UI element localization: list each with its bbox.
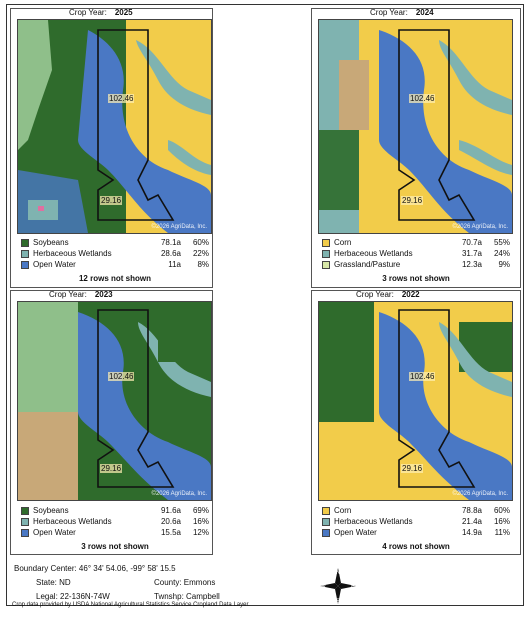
rows-not-shown: 3 rows not shown bbox=[81, 542, 149, 551]
legend-swatch bbox=[322, 260, 330, 269]
compass-icon: N S W E bbox=[320, 568, 356, 605]
state: State: ND bbox=[36, 578, 71, 587]
legend-row: Open Water 14.9a 11% bbox=[322, 527, 510, 538]
legend-row: Corn 70.7a 55% bbox=[322, 237, 510, 248]
legend-swatch bbox=[322, 249, 330, 258]
data-source: Crop data provided by USDA National Agri… bbox=[12, 602, 250, 608]
legend-swatch bbox=[322, 238, 330, 247]
map-credit: ©2026 AgriData, Inc. bbox=[452, 491, 508, 497]
legend-row: Herbaceous Wetlands 28.6a 22% bbox=[21, 248, 209, 259]
crop-panel-2025: Crop Year: 2025 102.46 29.16 ©2026 AgriDa… bbox=[10, 8, 213, 288]
compass-west-label: W bbox=[320, 584, 326, 590]
legend-row: Herbaceous Wetlands 21.4a 16% bbox=[322, 516, 510, 527]
legend-swatch bbox=[21, 528, 29, 537]
field-acres-top: 102.46 bbox=[409, 94, 436, 103]
crop-year-heading: Crop Year: 2022 bbox=[356, 290, 420, 299]
field-acres-top: 102.46 bbox=[409, 372, 436, 381]
legend-swatch bbox=[322, 506, 330, 515]
legend-swatch bbox=[322, 517, 330, 526]
map-credit: ©2026 AgriData, Inc. bbox=[151, 491, 207, 497]
legend-swatch bbox=[21, 238, 29, 247]
field-acres-bottom: 29.16 bbox=[100, 464, 123, 473]
crop-panel-2023: Crop Year: 2023 102.46 29.16 ©2026 AgriDa… bbox=[10, 290, 213, 555]
county: County: Emmons bbox=[154, 578, 216, 587]
crop-year-heading: Crop Year: 2023 bbox=[49, 290, 113, 299]
field-acres-bottom: 29.16 bbox=[401, 196, 424, 205]
crop-legend: Corn 78.8a 60% Herbaceous Wetlands 21.4a 16%… bbox=[322, 505, 510, 551]
crop-panel-2024: Crop Year: 2024 102.46 29.16 ©2026 AgriDa… bbox=[311, 8, 521, 288]
legend-row: Open Water 11a 8% bbox=[21, 259, 209, 270]
compass-north-label: N bbox=[336, 570, 340, 576]
crop-legend: Corn 70.7a 55% Herbaceous Wetlands 31.7a 24%… bbox=[322, 237, 510, 283]
crop-year-heading: Crop Year: 2025 bbox=[69, 8, 133, 17]
crop-map: 102.46 29.16 ©2026 AgriData, Inc. bbox=[318, 19, 513, 234]
report-footer: Boundary Center: 46° 34' 54.06, -99° 58'… bbox=[8, 558, 518, 608]
legend-swatch bbox=[21, 260, 29, 269]
field-acres-top: 102.46 bbox=[108, 372, 135, 381]
crop-legend: Soybeans 91.6a 69% Herbaceous Wetlands 20.6… bbox=[21, 505, 209, 551]
crop-map-image bbox=[319, 20, 512, 233]
crop-map: 102.46 29.16 ©2026 AgriData, Inc. bbox=[318, 301, 513, 501]
legend-row: Soybeans 78.1a 60% bbox=[21, 237, 209, 248]
legend-row: Soybeans 91.6a 69% bbox=[21, 505, 209, 516]
rows-not-shown: 4 rows not shown bbox=[382, 542, 450, 551]
boundary-center: Boundary Center: 46° 34' 54.06, -99° 58'… bbox=[14, 564, 176, 573]
crop-map: 102.46 29.16 ©2026 AgriData, Inc. bbox=[17, 301, 212, 501]
report-frame bbox=[6, 4, 524, 606]
crop-panel-2022: Crop Year: 2022 102.46 29.16 ©2026 AgriDa… bbox=[311, 290, 521, 555]
rows-not-shown: 12 rows not shown bbox=[78, 274, 151, 283]
legend-swatch bbox=[21, 506, 29, 515]
map-credit: ©2026 AgriData, Inc. bbox=[452, 224, 508, 230]
compass-east-label: E bbox=[351, 584, 355, 590]
legend-row: Herbaceous Wetlands 31.7a 24% bbox=[322, 248, 510, 259]
crop-legend: Soybeans 78.1a 60% Herbaceous Wetlands 28.6… bbox=[21, 237, 209, 283]
township: Twnshp: Campbell bbox=[154, 592, 220, 601]
legend-swatch bbox=[21, 249, 29, 258]
field-acres-top: 102.46 bbox=[108, 94, 135, 103]
legend-swatch bbox=[21, 517, 29, 526]
legend-row: Corn 78.8a 60% bbox=[322, 505, 510, 516]
crop-map: 102.46 29.16 ©2026 AgriData, Inc. bbox=[17, 19, 212, 234]
legal: Legal: 22-136N-74W bbox=[36, 592, 110, 601]
rows-not-shown: 3 rows not shown bbox=[382, 274, 450, 283]
compass-south-label: S bbox=[336, 599, 340, 605]
field-acres-bottom: 29.16 bbox=[100, 196, 123, 205]
legend-swatch bbox=[322, 528, 330, 537]
legend-row: Grassland/Pasture 12.3a 9% bbox=[322, 259, 510, 270]
field-acres-bottom: 29.16 bbox=[401, 464, 424, 473]
crop-year-heading: Crop Year: 2024 bbox=[370, 8, 434, 17]
map-credit: ©2026 AgriData, Inc. bbox=[151, 224, 207, 230]
legend-row: Open Water 15.5a 12% bbox=[21, 527, 209, 538]
legend-row: Herbaceous Wetlands 20.6a 16% bbox=[21, 516, 209, 527]
